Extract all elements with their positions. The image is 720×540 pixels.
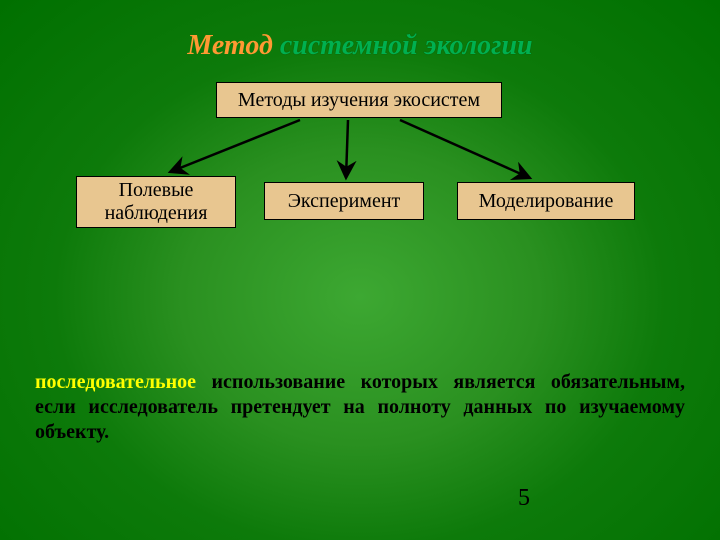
node-field-observations: Полевые наблюдения <box>76 176 236 228</box>
node-root: Методы изучения экосистем <box>216 82 502 118</box>
arrow-to-n1 <box>170 120 300 172</box>
title-part-1: Метод <box>187 30 273 61</box>
node-root-label: Методы изучения экосистем <box>238 89 480 112</box>
arrow-to-n3 <box>400 120 530 178</box>
page-number: 5 <box>518 485 530 512</box>
node-n3-label: Моделирование <box>479 190 614 213</box>
title-part-2: системной экологии <box>280 30 533 61</box>
description-text: последовательное использование которых я… <box>35 370 685 445</box>
node-n2-label: Эксперимент <box>288 190 401 213</box>
node-n1-label: Полевые наблюдения <box>83 179 229 225</box>
node-experiment: Эксперимент <box>264 182 424 220</box>
slide-title: Метод системной экологии <box>0 30 720 62</box>
description-highlight: последовательное <box>35 371 196 393</box>
node-modeling: Моделирование <box>457 182 635 220</box>
diagram-arrows <box>0 0 720 540</box>
arrow-to-n2 <box>346 120 348 178</box>
